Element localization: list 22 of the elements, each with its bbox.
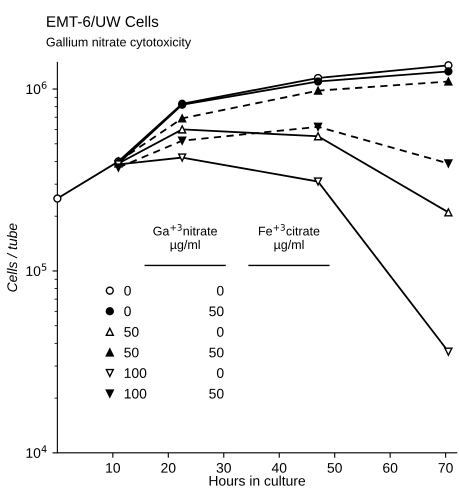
annotation: Fe$^{+3}$citrate µg/ml (259, 224, 320, 252)
legend-label: 100 50 (124, 388, 224, 399)
y-tick-label: 10$^{5}$ (26, 263, 46, 276)
legend-label: 50 50 (124, 348, 224, 358)
x-tick-label: 70 (438, 462, 453, 473)
y-axis-title: Cells / tube (6, 223, 18, 292)
x-tick-label: 20 (161, 462, 176, 473)
annotation: Ga$^{+3}$nitrate µg/ml (153, 224, 217, 252)
x-tick-label: 40 (272, 462, 286, 473)
legend-label: 100 0 (124, 368, 224, 378)
x-axis-title: Hours in culture (210, 476, 306, 486)
y-tick-label: 10$^{4}$ (26, 445, 47, 458)
x-tick-label: 50 (328, 462, 342, 473)
chart-subtitle: Gallium nitrate cytotoxicity (46, 37, 192, 49)
x-tick-label: 10 (106, 462, 120, 473)
x-tick-label: 60 (383, 462, 398, 473)
y-tick-label: 10$^{6}$ (26, 81, 47, 94)
legend-label: 0 0 (124, 286, 224, 296)
chart-title: EMT-6/UW Cells (47, 16, 158, 27)
x-tick-label: 30 (216, 462, 231, 473)
legend-label: 0 50 (124, 306, 224, 316)
legend-label: 50 0 (124, 326, 224, 337)
